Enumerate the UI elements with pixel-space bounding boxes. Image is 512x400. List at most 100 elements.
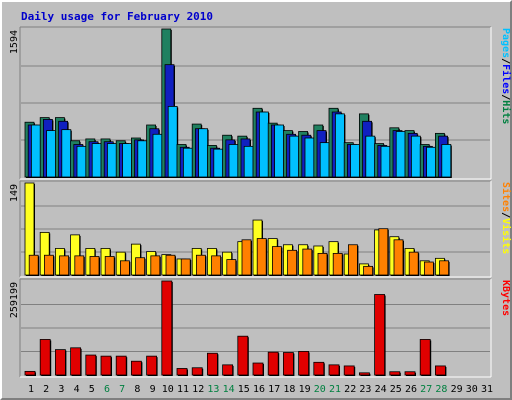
middle-bar-sites-day-7 — [120, 260, 130, 276]
top-bar-pages-day-15 — [243, 145, 254, 178]
bottom-bar-kbytes-day-21 — [328, 364, 340, 376]
middle-bar-sites-day-17 — [271, 246, 282, 276]
x-tick-label-day-26: 26 — [405, 384, 417, 395]
middle-bar-sites-day-4 — [74, 255, 85, 276]
bottom-bar-kbytes-day-18 — [282, 352, 294, 376]
bottom-bar-kbytes-day-17 — [267, 351, 279, 376]
x-tick-label-day-20: 20 — [314, 384, 326, 395]
middle-bar-sites-day-6 — [104, 256, 115, 276]
bottom-bar-kbytes-day-12 — [191, 367, 203, 376]
bottom-bar-kbytes-day-20 — [313, 361, 325, 376]
middle-bar-sites-day-24 — [378, 228, 389, 276]
top-bar-pages-day-19 — [304, 137, 315, 178]
middle-bar-sites-day-15 — [241, 239, 252, 276]
bottom-legend: KBytes — [500, 280, 511, 316]
top-bar-pages-day-12 — [198, 128, 209, 178]
x-tick-label-day-30: 30 — [466, 384, 478, 395]
legend-separator: / — [500, 212, 511, 218]
top-bar-pages-day-2 — [46, 130, 56, 178]
middle-bar-sites-day-14 — [226, 259, 237, 276]
top-bar-pages-day-27 — [426, 146, 437, 178]
chart-title: Daily usage for February 2010 — [21, 10, 214, 23]
bottom-max-label: 259199 — [9, 282, 20, 318]
middle-max-label: 149 — [9, 184, 20, 202]
top-bar-pages-day-6 — [107, 143, 117, 178]
top-bar-pages-day-10 — [167, 106, 178, 178]
x-tick-label-day-1: 1 — [28, 384, 34, 395]
x-tick-label-day-21: 21 — [329, 384, 341, 395]
middle-bar-sites-day-19 — [302, 248, 313, 276]
middle-bar-sites-day-23 — [363, 265, 374, 276]
middle-bar-sites-day-16 — [256, 238, 267, 276]
bottom-bar-kbytes-day-8 — [130, 360, 142, 376]
legend-separator: / — [500, 58, 511, 64]
middle-bar-sites-day-22 — [347, 244, 358, 276]
x-tick-label-day-17: 17 — [268, 384, 280, 395]
legend-hits: Hits — [500, 100, 512, 124]
top-bar-pages-day-9 — [152, 133, 163, 178]
x-tick-label-day-13: 13 — [207, 384, 219, 395]
middle-bar-sites-day-1 — [28, 254, 39, 276]
legend-sites: Sites — [500, 182, 512, 212]
top-bar-pages-day-20 — [319, 142, 330, 178]
bottom-bar-kbytes-day-4 — [70, 347, 81, 376]
legend-kbytes: KBytes — [500, 280, 511, 316]
top-bar-pages-day-18 — [289, 135, 300, 178]
middle-legend: Sites/Visits — [500, 182, 512, 254]
middle-bar-sites-day-2 — [44, 254, 54, 276]
bottom-bar-kbytes-day-22 — [343, 365, 355, 376]
x-tick-label-day-15: 15 — [238, 384, 250, 395]
legend-pages: Pages — [500, 28, 511, 58]
top-bar-pages-day-23 — [365, 135, 376, 178]
x-tick-label-day-28: 28 — [435, 384, 447, 395]
top-bar-pages-day-4 — [76, 145, 87, 178]
top-legend: Pages/Files/Hits — [500, 28, 512, 124]
top-bar-pages-day-26 — [410, 135, 421, 178]
bottom-bar-kbytes-day-24 — [374, 294, 386, 376]
middle-bar-sites-day-18 — [287, 249, 298, 276]
top-bar-pages-day-11 — [182, 147, 193, 178]
bottom-bar-kbytes-day-13 — [206, 352, 218, 376]
x-tick-label-day-25: 25 — [390, 384, 402, 395]
middle-bar-sites-day-26 — [408, 251, 419, 276]
x-tick-label-day-9: 9 — [150, 384, 156, 395]
top-bar-pages-day-8 — [137, 140, 148, 178]
bottom-bar-kbytes-day-16 — [252, 362, 264, 376]
x-tick-label-day-8: 8 — [134, 384, 140, 395]
top-bar-pages-day-25 — [395, 131, 406, 178]
middle-bar-sites-day-20 — [317, 252, 328, 276]
x-tick-label-day-27: 27 — [420, 384, 432, 395]
x-tick-label-day-23: 23 — [359, 384, 371, 395]
bottom-bar-kbytes-day-11 — [176, 368, 188, 376]
middle-bar-sites-day-21 — [332, 252, 343, 276]
middle-bar-sites-day-12 — [195, 254, 206, 276]
x-tick-label-day-3: 3 — [58, 384, 64, 395]
x-tick-label-day-19: 19 — [299, 384, 311, 395]
x-tick-label-day-31: 31 — [481, 384, 493, 395]
legend-separator: / — [500, 94, 511, 100]
bottom-bar-kbytes-day-14 — [222, 364, 234, 376]
bottom-bar-kbytes-day-2 — [39, 339, 51, 376]
middle-bar-sites-day-28 — [439, 260, 450, 276]
bottom-bar-kbytes-day-25 — [389, 371, 401, 376]
x-tick-label-day-4: 4 — [74, 384, 80, 395]
top-bar-pages-day-1 — [30, 124, 41, 178]
top-bar-pages-day-5 — [91, 143, 102, 178]
x-tick-label-day-14: 14 — [223, 384, 235, 395]
bottom-bar-kbytes-day-15 — [237, 335, 249, 376]
x-tick-label-day-29: 29 — [451, 384, 463, 395]
top-bar-pages-day-13 — [213, 148, 224, 178]
top-bar-pages-day-16 — [258, 111, 269, 178]
bottom-bar-kbytes-day-10 — [161, 280, 173, 376]
x-tick-label-day-7: 7 — [119, 384, 125, 395]
top-bar-pages-day-22 — [350, 144, 361, 178]
x-tick-label-day-16: 16 — [253, 384, 265, 395]
top-bar-pages-day-3 — [61, 129, 72, 178]
bottom-bar-kbytes-day-3 — [55, 349, 66, 376]
top-bar-pages-day-21 — [334, 113, 345, 178]
top-bar-pages-day-24 — [380, 145, 391, 178]
bottom-bar-kbytes-day-9 — [146, 355, 158, 376]
x-tick-label-day-18: 18 — [283, 384, 295, 395]
bottom-bar-kbytes-day-28 — [434, 365, 446, 376]
